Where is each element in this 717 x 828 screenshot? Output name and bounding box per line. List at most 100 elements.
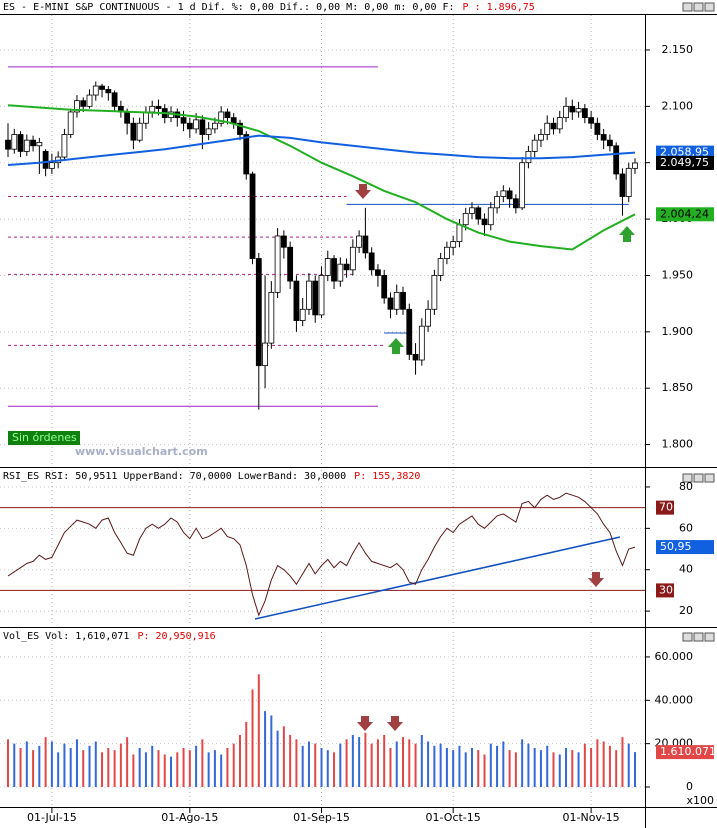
candle-body: [130, 122, 137, 141]
candle-body: [274, 235, 281, 293]
candle-body: [619, 173, 626, 197]
button[interactable]: [704, 632, 715, 642]
volume-bar: [583, 743, 586, 788]
status-box: [8, 431, 80, 445]
volume-bar: [220, 754, 223, 788]
volume-bar: [63, 743, 66, 788]
volume-bar: [82, 750, 85, 788]
volume-last-label-box: [656, 745, 714, 760]
volume-bar: [295, 739, 298, 788]
candle-body: [249, 173, 256, 259]
candle-body: [30, 139, 36, 147]
candle-body: [519, 162, 526, 209]
price-label: 2.058,95: [660, 146, 709, 159]
y-tick-label: 0: [686, 780, 693, 793]
volume-bar: [94, 741, 97, 788]
y-tick-label: 40.000: [655, 693, 694, 706]
volume-last-label: 1.610.071: [660, 745, 716, 758]
candle-body: [293, 280, 300, 321]
button[interactable]: [693, 2, 704, 12]
candle-body: [506, 190, 513, 200]
candle-body: [11, 134, 18, 150]
volume-bar: [201, 739, 204, 788]
candle-body: [412, 353, 419, 361]
y-tick-label: 40: [679, 563, 693, 576]
rsi-last-label-box: [656, 540, 714, 555]
volume-bar: [44, 737, 47, 788]
up-arrow: [619, 226, 635, 242]
volume-bar: [602, 741, 605, 788]
volume-bar: [408, 739, 411, 788]
candle-body: [393, 291, 400, 310]
button[interactable]: [682, 473, 693, 483]
volume-bar: [452, 750, 455, 788]
volume-bar: [621, 737, 624, 788]
candle-body: [324, 258, 331, 276]
candle-body: [262, 342, 268, 367]
volume-bar: [502, 741, 505, 788]
band-box: [656, 583, 674, 598]
volume-bar: [521, 739, 524, 788]
button[interactable]: [704, 2, 715, 12]
moving-average: [7, 134, 636, 166]
y-tick-label: 1.950: [662, 268, 694, 281]
volume-bar: [282, 726, 285, 788]
volume-bar: [477, 750, 480, 788]
candle-body: [538, 134, 544, 141]
candle-body: [494, 196, 500, 209]
arrows: [355, 184, 635, 731]
candle-body: [487, 207, 494, 226]
volume-bar: [577, 752, 580, 788]
panel-subtitle: P : 1.896,75: [463, 2, 535, 13]
volume-bar: [364, 732, 367, 788]
button[interactable]: [682, 632, 693, 642]
volume-bar: [414, 743, 417, 788]
volume-bar: [326, 750, 329, 788]
price-label: 2.004,24: [660, 207, 709, 220]
y-tick-label: 60.000: [655, 650, 694, 663]
volume-bar: [188, 750, 191, 788]
candle-body: [86, 94, 93, 107]
candle-body: [155, 105, 162, 109]
volume-bar: [552, 752, 555, 788]
candle-body: [469, 207, 475, 214]
candle-body: [569, 105, 576, 113]
volume-bar: [458, 745, 461, 788]
candle-body: [42, 151, 49, 169]
button[interactable]: [693, 632, 704, 642]
y-tick-label: 2.100: [662, 99, 694, 112]
volume-bar: [345, 739, 348, 788]
volume-bar: [627, 743, 630, 788]
candle-body: [67, 111, 74, 135]
candle-body: [243, 134, 250, 175]
candle-body: [92, 85, 99, 96]
panel-title: RSI_ES RSI: 50,9511 UpperBand: 70,0000 L…: [3, 471, 346, 482]
window-buttons: [682, 2, 715, 642]
candle-body: [443, 246, 450, 259]
y-tick-label: 1.850: [662, 381, 694, 394]
y-tick-label: 20: [679, 604, 693, 617]
candle-body: [475, 207, 482, 220]
candle-body: [600, 134, 607, 141]
button[interactable]: [704, 473, 715, 483]
button[interactable]: [682, 2, 693, 12]
candle-body: [550, 122, 557, 130]
candle-body: [331, 258, 337, 282]
volume-bar: [264, 711, 267, 788]
price-label-box: [656, 155, 714, 170]
volume-bar: [402, 737, 405, 788]
candle-body: [544, 122, 551, 135]
candle-body: [80, 100, 87, 107]
volume-bar: [25, 741, 28, 788]
volume-bar: [445, 747, 448, 788]
volume-bar: [508, 750, 511, 788]
volume-bar: [132, 754, 135, 788]
price-label-box: [656, 207, 714, 222]
candle-body: [124, 111, 131, 124]
volume-bar: [464, 752, 467, 788]
down-arrow: [357, 716, 373, 731]
button[interactable]: [693, 473, 704, 483]
volume-bar: [32, 750, 35, 788]
candle-body: [99, 85, 105, 90]
y-tick-label: 2.150: [662, 43, 694, 56]
